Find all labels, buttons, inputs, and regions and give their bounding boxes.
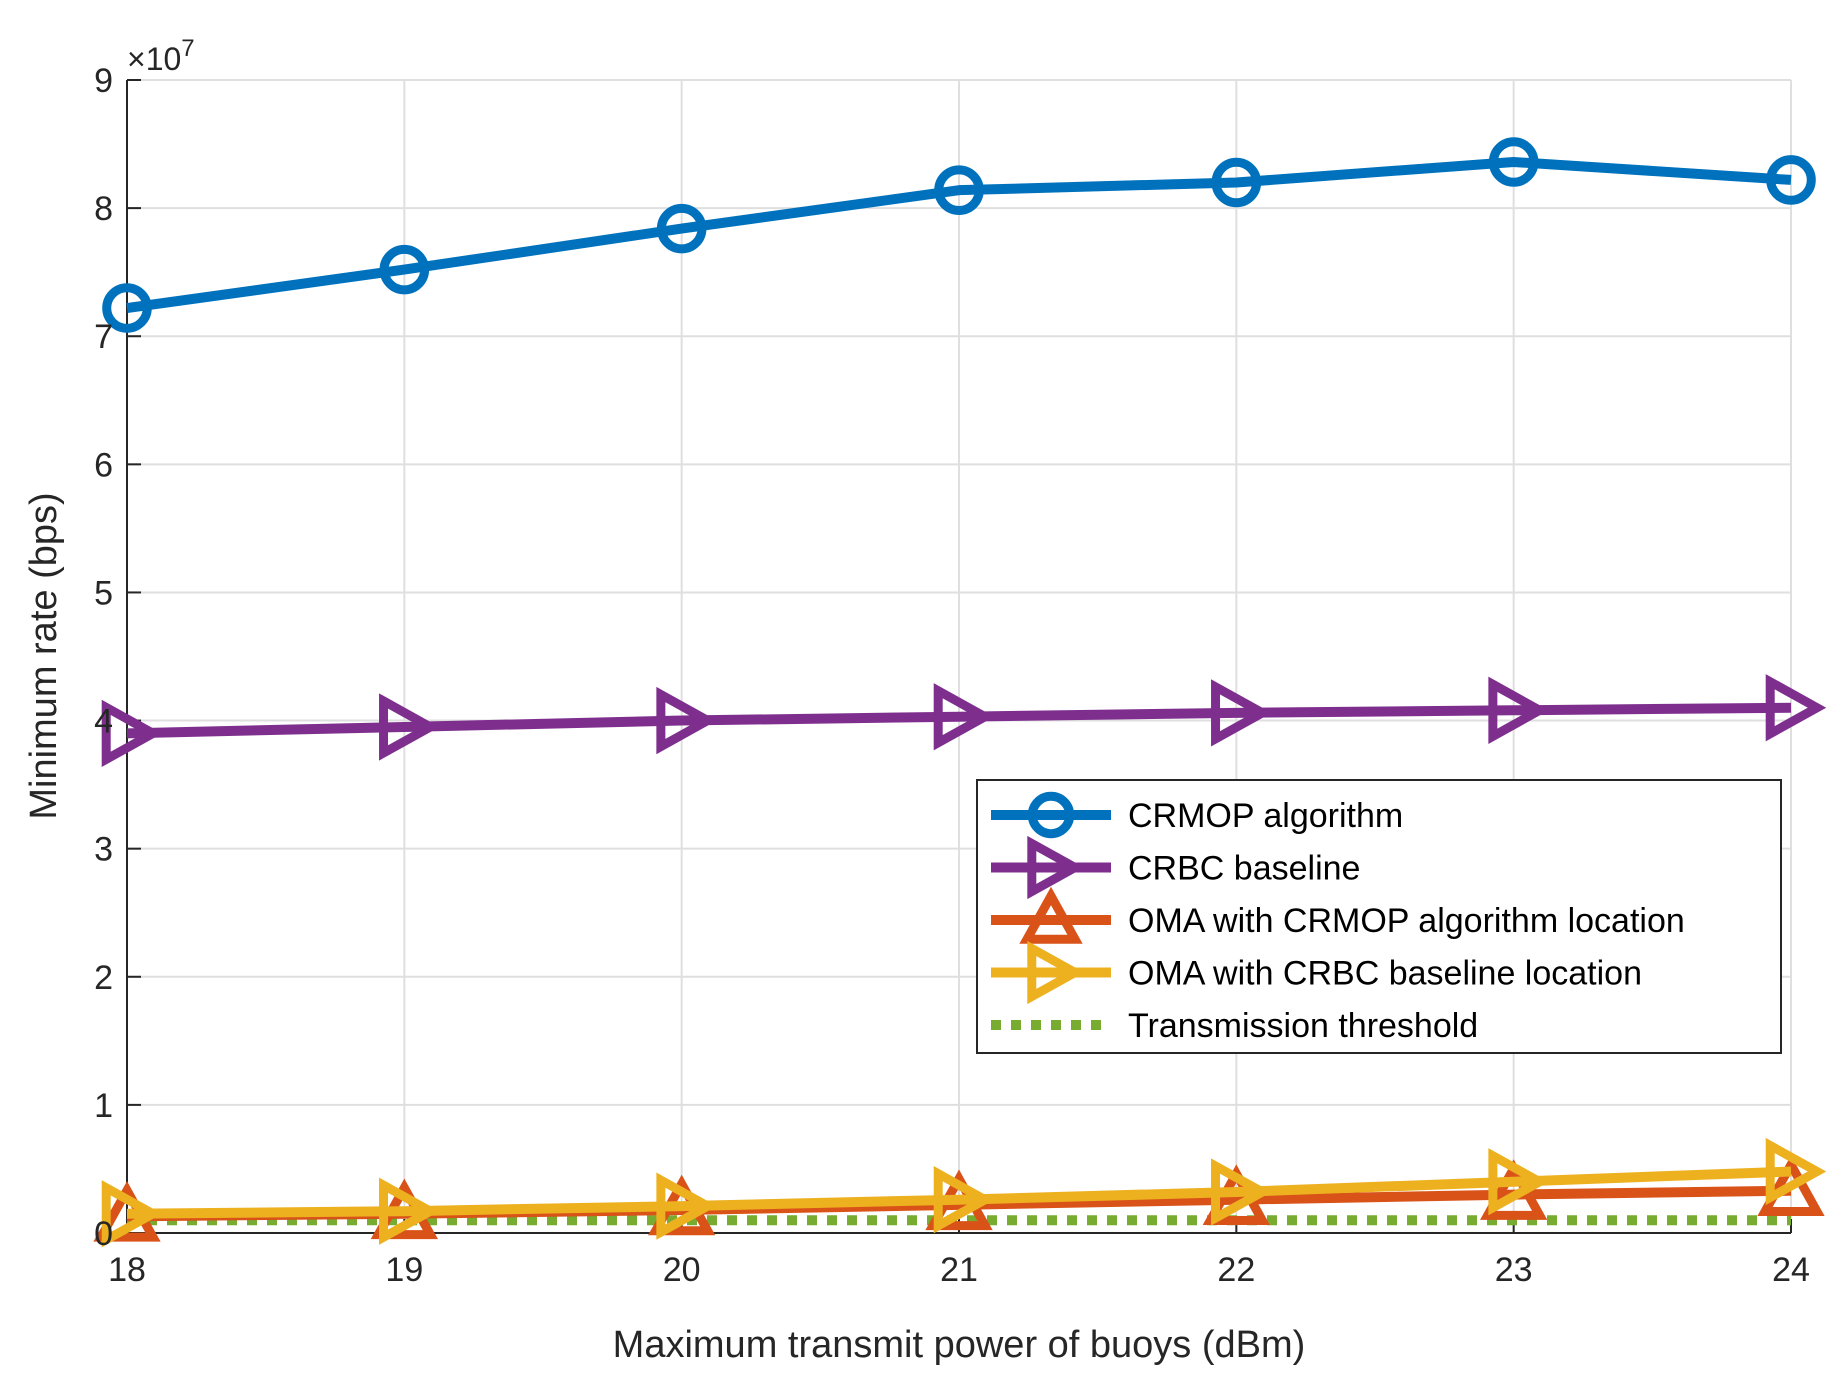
y-axis-title: Minimum rate (bps): [23, 492, 65, 819]
y-tick-label: 3: [94, 831, 113, 869]
data-point-marker: [101, 1180, 163, 1248]
data-point-marker: [379, 244, 430, 295]
legend-label: Transmission threshold: [1128, 1007, 1478, 1045]
y-tick-label: 2: [94, 959, 113, 997]
series-line: [126, 702, 1792, 739]
x-tick-label: 20: [663, 1251, 701, 1289]
data-point-marker: [933, 1166, 995, 1234]
legend-marker-sample: [1027, 940, 1085, 1005]
legend: CRMOP algorithm CRBC baseline OMA with CRM…: [976, 779, 1782, 1054]
x-tick-label: 24: [1772, 1251, 1810, 1289]
legend-entry: CRBC baseline: [991, 835, 1360, 900]
data-point-marker: [379, 1177, 440, 1245]
legend-entry: OMA with CRBC baseline location: [991, 940, 1642, 1005]
series-crbc-baseline: [101, 674, 1827, 768]
series-oma-with-crbc-baseline-location: [101, 1137, 1827, 1248]
data-point-marker: [379, 693, 440, 761]
data-point-marker: [1765, 1137, 1827, 1206]
y-tick-label: 1: [94, 1087, 113, 1125]
y-tick-label: 9: [94, 62, 113, 100]
data-point-marker: [1488, 1148, 1549, 1216]
legend-entry: OMA with CRMOP algorithm location: [991, 886, 1685, 944]
y-scale-base: ×10: [127, 41, 181, 77]
data-point-marker: [1766, 155, 1816, 205]
legend-marker-sample: [1019, 886, 1083, 944]
x-tick-label: 22: [1217, 1251, 1255, 1289]
data-point-marker: [1211, 1158, 1272, 1226]
data-point-marker: [1211, 679, 1272, 747]
data-point-marker: [656, 1172, 717, 1240]
series-layer: [93, 137, 1827, 1248]
data-point-marker: [102, 283, 152, 333]
data-point-marker: [656, 686, 717, 755]
data-point-marker: [1211, 157, 1262, 208]
legend-label: OMA with CRBC baseline location: [1128, 955, 1642, 993]
legend-marker-sample: [1027, 835, 1085, 900]
data-point-marker: [656, 203, 707, 254]
x-tick-label: 21: [940, 1251, 978, 1289]
data-point-marker: [1765, 674, 1827, 742]
data-point-marker: [933, 683, 995, 751]
legend-label: CRMOP algorithm: [1128, 797, 1403, 835]
legend-label: OMA with CRMOP algorithm location: [1128, 902, 1685, 940]
data-point-marker: [1488, 676, 1549, 744]
legend-entries: CRMOP algorithm CRBC baseline OMA with CRM…: [991, 791, 1685, 1045]
y-scale-power: 7: [181, 35, 194, 62]
x-axis-title: Maximum transmit power of buoys (dBm): [613, 1324, 1306, 1366]
y-tick-label: 8: [94, 190, 113, 228]
x-tick-label: 23: [1495, 1251, 1533, 1289]
series-line: [126, 156, 1792, 313]
series-crmop-algorithm: [102, 137, 1816, 333]
y-tick-label: 0: [94, 1215, 113, 1253]
y-scale-exponent-label: ×107: [127, 35, 195, 77]
legend-entry: Transmission threshold: [991, 1007, 1478, 1045]
data-point-marker: [101, 699, 163, 768]
legend-marker-sample: [1027, 791, 1075, 839]
legend-entry: CRMOP algorithm: [991, 791, 1403, 839]
y-tick-label: 5: [94, 574, 113, 612]
y-tick-label: 7: [94, 318, 113, 356]
data-point-marker: [934, 165, 984, 215]
legend-label: CRBC baseline: [1128, 850, 1360, 888]
x-tick-label: 18: [108, 1251, 146, 1289]
y-tick-label: 6: [94, 446, 113, 484]
y-tick-label: 4: [94, 703, 113, 741]
series-line: [126, 1166, 1792, 1219]
data-point-marker: [1488, 137, 1539, 187]
x-tick-label: 19: [385, 1251, 423, 1289]
